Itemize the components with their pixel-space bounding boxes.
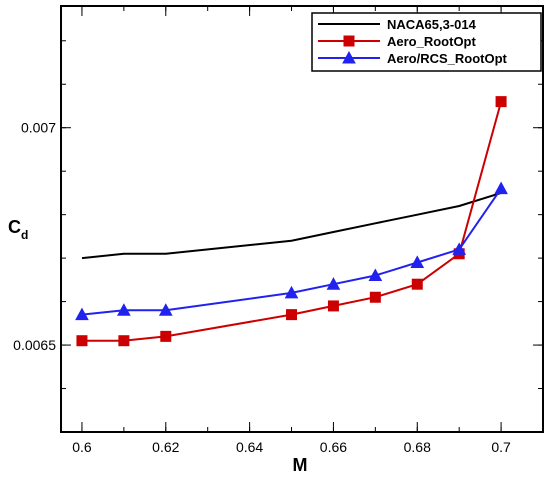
legend-marker (343, 35, 355, 47)
data-point-marker (368, 268, 383, 282)
series-layer (75, 96, 508, 347)
data-point-marker (118, 335, 130, 347)
legend-items: NACA65,3-014 Aero_RootOpt Aero/RCS_RootOpt (318, 17, 508, 66)
data-point-marker (495, 96, 507, 108)
y-axis-title-main: C (8, 217, 21, 237)
legend: NACA65,3-014 Aero_RootOpt Aero/RCS_RootOpt (311, 12, 542, 72)
data-point-marker (76, 335, 88, 347)
x-tick-label: 0.6 (72, 439, 92, 455)
legend-item: Aero_RootOpt (318, 34, 477, 49)
data-point-marker (117, 303, 131, 316)
data-point-marker (158, 303, 173, 316)
data-point-marker (327, 300, 339, 312)
y-tick-label: 0.007 (21, 120, 56, 136)
legend-label: Aero_RootOpt (387, 34, 477, 49)
x-tick-label: 0.68 (404, 439, 431, 455)
x-tick-label: 0.62 (152, 439, 179, 455)
x-tick-label: 0.66 (320, 439, 347, 455)
x-axis-title: M (293, 455, 308, 475)
series-line (81, 191, 502, 260)
legend-item: Aero/RCS_RootOpt (318, 50, 508, 66)
data-point-marker (411, 278, 423, 290)
y-tick-label: 0.0065 (13, 337, 56, 353)
legend-label: Aero/RCS_RootOpt (387, 51, 508, 66)
data-point-marker (75, 307, 89, 321)
data-point-marker (326, 277, 341, 290)
data-point-marker (494, 181, 508, 195)
x-tick-label: 0.64 (236, 439, 263, 455)
y-axis-title-subscript: d (21, 228, 28, 242)
legend-label: NACA65,3-014 (387, 17, 477, 32)
series-1 (81, 191, 502, 260)
data-point-marker (452, 242, 467, 255)
data-point-marker (369, 291, 381, 303)
legend-marker (342, 50, 356, 64)
data-point-marker (410, 255, 425, 268)
series-2 (76, 96, 507, 347)
data-point-marker (284, 285, 299, 299)
plot-area (60, 5, 544, 433)
series-3 (75, 181, 508, 321)
data-point-marker (160, 330, 172, 342)
x-tick-label: 0.7 (491, 439, 511, 455)
y-axis-title: Cd (8, 217, 28, 242)
axis-ticks: 0.6 0.62 0.64 0.66 0.68 0.7 0.0065 0.007 (13, 6, 544, 455)
legend-item: NACA65,3-014 (318, 17, 477, 32)
data-point-marker (286, 309, 298, 321)
